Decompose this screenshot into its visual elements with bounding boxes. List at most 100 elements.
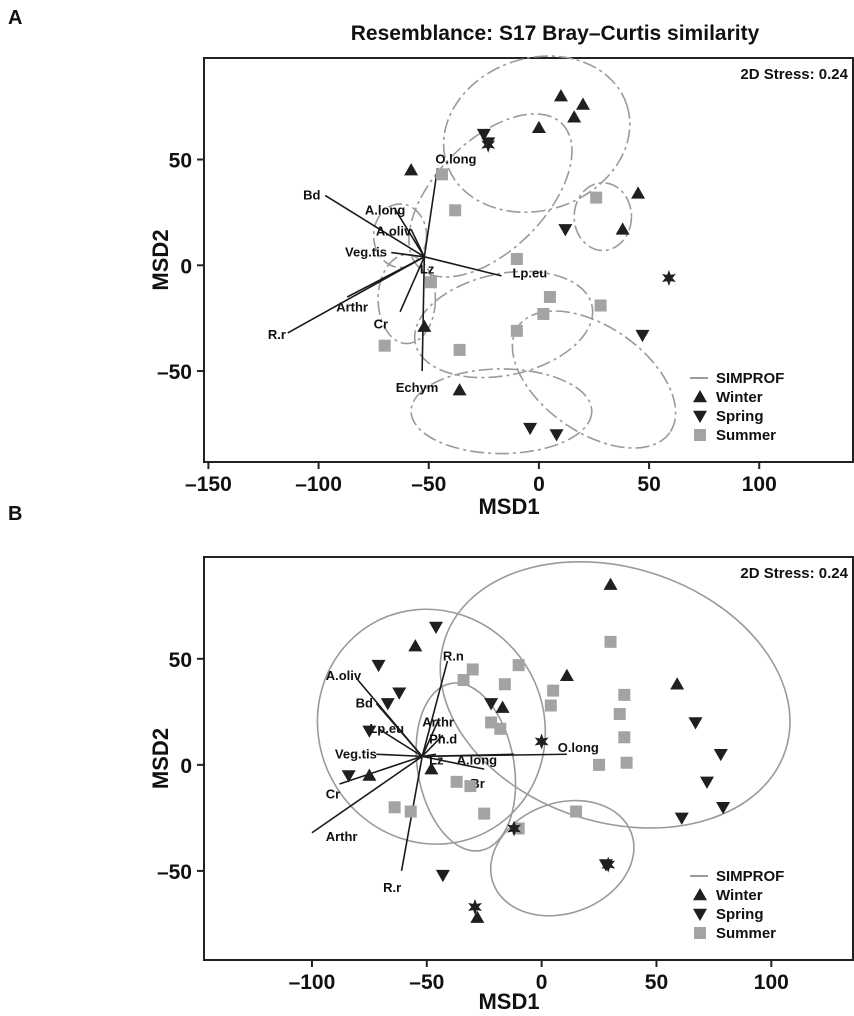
data-point — [615, 222, 630, 235]
vector-label: Arthr — [326, 829, 358, 844]
legend-swatch — [693, 390, 707, 403]
legend: SIMPROF Winter Spring Summer — [690, 370, 784, 444]
simprof-ellipse — [489, 799, 635, 917]
data-point — [570, 805, 583, 818]
simprof-ellipse — [442, 55, 631, 214]
x-tick-label: 50 — [637, 473, 660, 496]
data-point — [485, 716, 498, 729]
data-point — [558, 224, 573, 237]
data-point — [670, 677, 685, 690]
x-tick-label: –100 — [289, 971, 336, 994]
vector-line — [339, 755, 423, 785]
data-point — [547, 684, 560, 697]
data-point — [481, 136, 496, 153]
x-tick-label: –50 — [411, 473, 446, 496]
data-point — [498, 678, 511, 691]
simprof-ellipse — [573, 181, 633, 252]
y-tick-label: 0 — [180, 255, 192, 278]
simprof-ellipse — [413, 270, 594, 379]
vector-line — [324, 194, 425, 258]
data-point — [452, 383, 467, 396]
data-point — [534, 733, 549, 750]
vector-label: Cr — [326, 787, 340, 802]
vector-label: Arthr — [422, 714, 454, 729]
vector-line — [399, 256, 426, 313]
simprof-ellipse — [410, 368, 593, 455]
data-point — [424, 762, 439, 775]
y-axis-label: MSD2 — [148, 229, 173, 290]
vector-line — [421, 660, 449, 757]
data-point — [478, 807, 491, 820]
vector-line — [391, 251, 425, 258]
data-point — [388, 801, 401, 814]
legend-entry: Winter — [716, 887, 763, 904]
vector-line — [311, 755, 423, 834]
data-point — [507, 820, 521, 837]
simprof-ellipse — [377, 253, 437, 345]
data-point — [435, 168, 448, 181]
legend-swatch — [694, 429, 706, 441]
series-spring — [476, 128, 650, 442]
x-tick-label: 50 — [645, 971, 668, 994]
series-spring — [341, 621, 731, 883]
vector-line — [421, 719, 440, 757]
simprof-ellipse — [511, 310, 677, 449]
legend-entry: Summer — [716, 427, 776, 444]
series-winter — [404, 89, 646, 396]
x-tick-label: 100 — [742, 473, 777, 496]
vector-line — [423, 167, 439, 257]
data-point — [380, 698, 395, 711]
data-point — [531, 120, 546, 134]
data-point — [476, 128, 491, 142]
data-point — [341, 770, 356, 783]
data-point — [466, 663, 479, 676]
data-point — [494, 722, 507, 735]
vector-label: Arthr — [336, 300, 368, 315]
data-point — [544, 699, 557, 712]
data-point — [428, 621, 443, 634]
vector-line — [424, 256, 502, 277]
data-point — [604, 635, 617, 648]
x-axis-label: MSD1 — [478, 494, 539, 519]
data-point — [392, 687, 407, 700]
legend: SIMPROF Winter Spring Summer — [690, 868, 784, 942]
vector-label: Bd — [356, 695, 373, 710]
vector-label: Echym — [396, 380, 439, 395]
legend-entry: Summer — [716, 925, 776, 942]
vector-label: Veg.tis — [345, 245, 387, 260]
data-point — [537, 307, 550, 320]
data-point — [631, 186, 646, 199]
vector-label: O.long — [435, 152, 476, 167]
vector-label: Ph.d — [429, 731, 457, 746]
data-point — [510, 324, 523, 337]
y-axis: 50 0 –50 — [157, 150, 204, 384]
data-point — [371, 659, 386, 673]
series-star — [481, 136, 676, 286]
y-tick-label: 50 — [169, 150, 192, 173]
data-point — [404, 805, 417, 818]
x-axis: –100 –50 0 50 100 — [289, 960, 789, 994]
vector-label: O.long — [558, 740, 599, 755]
data-point — [457, 674, 470, 687]
data-point — [575, 97, 590, 110]
legend-swatch — [694, 927, 706, 939]
panel-letter: B — [8, 503, 22, 525]
data-point — [549, 429, 564, 442]
x-tick-label: 0 — [536, 971, 548, 994]
data-point — [559, 668, 574, 682]
vector-label: Lp.eu — [369, 721, 404, 736]
data-point — [435, 869, 450, 883]
simprof-ellipse — [316, 608, 547, 845]
series-summer — [388, 635, 633, 835]
y-axis: 50 0 –50 — [157, 649, 204, 884]
data-point — [688, 717, 703, 730]
vector-label: Bd — [303, 187, 320, 202]
x-tick-label: –150 — [185, 473, 232, 496]
vector-label: A.long — [365, 202, 405, 217]
y-axis-label: MSD2 — [148, 728, 173, 789]
simprof-ellipse — [372, 203, 428, 269]
y-tick-label: –50 — [157, 361, 192, 384]
